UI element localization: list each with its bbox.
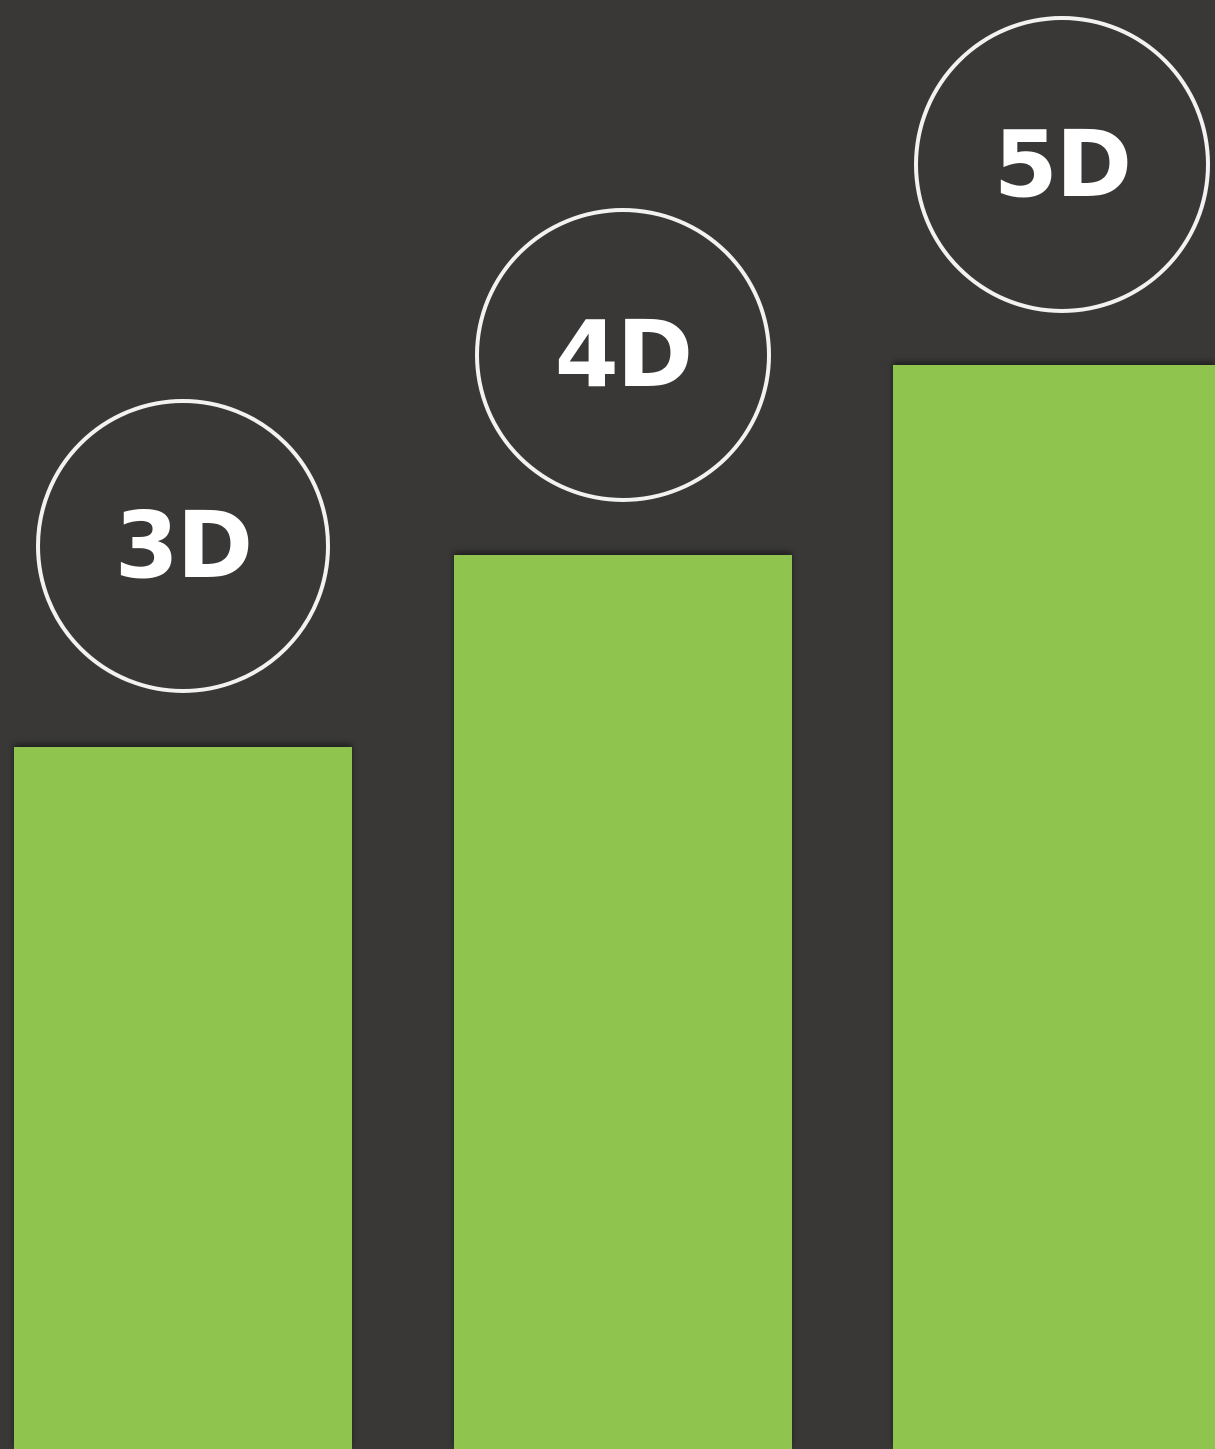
step-bar-4d bbox=[454, 555, 792, 1449]
step-bar-3d bbox=[14, 747, 352, 1449]
step-bar-5d bbox=[893, 365, 1215, 1449]
step-circle-5d: 5D bbox=[914, 16, 1210, 313]
step-label-5d: 5D bbox=[993, 110, 1132, 218]
step-circle-3d: 3D bbox=[36, 399, 330, 693]
step-circle-4d: 4D bbox=[475, 208, 771, 502]
step-label-3d: 3D bbox=[114, 492, 253, 599]
step-label-4d: 4D bbox=[554, 301, 693, 408]
